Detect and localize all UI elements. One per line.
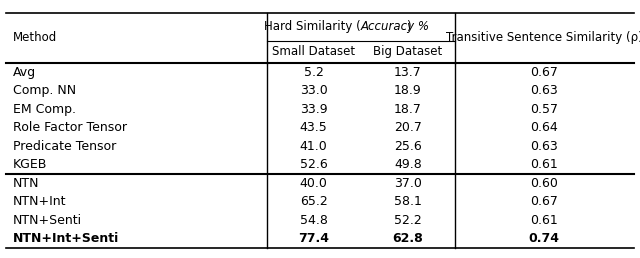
Text: Predicate Tensor: Predicate Tensor xyxy=(13,140,116,153)
Text: 37.0: 37.0 xyxy=(394,177,422,190)
Text: 0.63: 0.63 xyxy=(531,84,558,98)
Text: Accuracy %: Accuracy % xyxy=(361,20,430,33)
Text: NTN+Int: NTN+Int xyxy=(13,195,66,208)
Text: 52.6: 52.6 xyxy=(300,158,328,171)
Text: NTN: NTN xyxy=(13,177,39,190)
Text: 52.2: 52.2 xyxy=(394,214,422,227)
Text: 77.4: 77.4 xyxy=(298,232,329,245)
Text: Role Factor Tensor: Role Factor Tensor xyxy=(13,121,127,134)
Text: KGEB: KGEB xyxy=(13,158,47,171)
Text: EM Comp.: EM Comp. xyxy=(13,103,76,116)
Text: 62.8: 62.8 xyxy=(392,232,423,245)
Text: Avg: Avg xyxy=(13,66,36,79)
Text: 0.67: 0.67 xyxy=(531,66,558,79)
Text: 18.9: 18.9 xyxy=(394,84,422,98)
Text: 0.57: 0.57 xyxy=(530,103,558,116)
Text: 5.2: 5.2 xyxy=(304,66,324,79)
Text: 54.8: 54.8 xyxy=(300,214,328,227)
Text: NTN+Int+Senti: NTN+Int+Senti xyxy=(13,232,119,245)
Text: Big Dataset: Big Dataset xyxy=(373,45,442,58)
Text: 18.7: 18.7 xyxy=(394,103,422,116)
Text: 41.0: 41.0 xyxy=(300,140,328,153)
Text: 58.1: 58.1 xyxy=(394,195,422,208)
Text: 0.61: 0.61 xyxy=(531,158,558,171)
Text: ): ) xyxy=(406,20,410,33)
Text: 0.60: 0.60 xyxy=(531,177,558,190)
Text: 33.0: 33.0 xyxy=(300,84,328,98)
Text: 43.5: 43.5 xyxy=(300,121,328,134)
Text: Hard Similarity (: Hard Similarity ( xyxy=(264,20,361,33)
Text: 0.63: 0.63 xyxy=(531,140,558,153)
Text: 33.9: 33.9 xyxy=(300,103,328,116)
Text: 0.61: 0.61 xyxy=(531,214,558,227)
Text: Method: Method xyxy=(13,31,57,44)
Text: 49.8: 49.8 xyxy=(394,158,422,171)
Text: NTN+Senti: NTN+Senti xyxy=(13,214,82,227)
Text: 0.64: 0.64 xyxy=(531,121,558,134)
Text: 25.6: 25.6 xyxy=(394,140,422,153)
Text: 13.7: 13.7 xyxy=(394,66,422,79)
Text: Comp. NN: Comp. NN xyxy=(13,84,76,98)
Text: 0.67: 0.67 xyxy=(531,195,558,208)
Text: Small Dataset: Small Dataset xyxy=(272,45,355,58)
Text: 65.2: 65.2 xyxy=(300,195,328,208)
Text: 20.7: 20.7 xyxy=(394,121,422,134)
Text: 0.74: 0.74 xyxy=(529,232,560,245)
Text: Transitive Sentence Similarity (ρ): Transitive Sentence Similarity (ρ) xyxy=(446,31,640,44)
Text: 40.0: 40.0 xyxy=(300,177,328,190)
